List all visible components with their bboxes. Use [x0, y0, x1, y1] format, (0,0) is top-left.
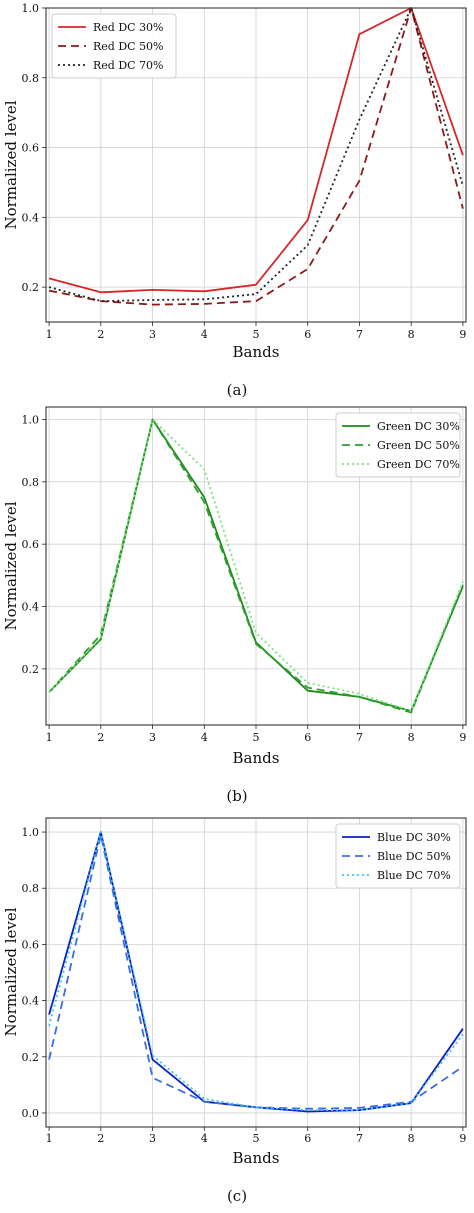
y-tick-label-a: 1.0 — [22, 2, 40, 15]
y-tick-label-a: 0.4 — [22, 211, 40, 224]
y-tick-label-c: 0.6 — [22, 938, 40, 951]
x-tick-label-b: 8 — [408, 731, 415, 744]
caption-a: (a) — [227, 381, 248, 399]
series-line-a-1 — [48, 7, 464, 294]
x-tick-label-c: 4 — [201, 1132, 208, 1145]
legend-label-a-1: Red DC 30% — [93, 21, 164, 34]
x-tick-label-c: 6 — [304, 1132, 311, 1145]
x-tick-label-a: 8 — [408, 328, 415, 341]
x-tick-label-b: 5 — [253, 731, 260, 744]
legend-label-b-3: Green DC 70% — [377, 458, 460, 471]
y-tick-label-c: 0.4 — [22, 995, 40, 1008]
x-tick-label-a: 5 — [253, 328, 260, 341]
y-tick-label-a: 0.8 — [22, 72, 40, 85]
x-tick-label-a: 2 — [97, 328, 104, 341]
caption-b: (b) — [226, 787, 247, 805]
x-ticks-c: 1 2 3 4 5 6 7 8 9 — [46, 1127, 466, 1145]
x-tick-label-c: 3 — [149, 1132, 156, 1145]
chart-panel-b: 1 2 3 4 5 6 7 8 9 0.2 0.4 0.6 0.8 1.0 Bands Normaliz… — [2, 406, 467, 805]
x-tick-label-a: 9 — [459, 328, 466, 341]
y-tick-label-c: 1.0 — [22, 826, 40, 839]
x-axis-label-b: Bands — [233, 749, 280, 767]
chart-panel-c: 1 2 3 4 5 6 7 8 9 0.0 0.2 0.4 0.6 0.8 1.0 Bands Norma… — [2, 817, 467, 1205]
x-tick-label-b: 3 — [149, 731, 156, 744]
series-lines-b — [48, 418, 464, 714]
x-tick-label-b: 6 — [304, 731, 311, 744]
x-tick-label-c: 5 — [253, 1132, 260, 1145]
y-tick-label-b: 0.6 — [22, 538, 40, 551]
grid-b — [46, 407, 466, 725]
y-axis-label-c: Normalized level — [2, 907, 20, 1036]
legend-box-b — [335, 412, 461, 478]
legend-label-a-3: Red DC 70% — [93, 59, 164, 72]
x-ticks-a: 1 2 3 4 5 6 7 8 9 — [46, 322, 466, 341]
legend-label-c-1: Blue DC 30% — [377, 831, 451, 844]
x-tick-label-a: 7 — [356, 328, 363, 341]
series-lines-c — [48, 831, 464, 1113]
series-line-a-3 — [48, 7, 464, 303]
x-tick-label-a: 6 — [304, 328, 311, 341]
legend-box-c — [335, 823, 461, 889]
y-tick-label-c: 0.2 — [22, 1051, 40, 1064]
x-tick-label-b: 9 — [459, 731, 466, 744]
x-tick-label-c: 8 — [408, 1132, 415, 1145]
y-ticks-a: 0.2 0.4 0.6 0.8 1.0 — [22, 2, 46, 294]
y-ticks-c: 0.0 0.2 0.4 0.6 0.8 1.0 — [22, 826, 46, 1120]
x-tick-label-c: 2 — [97, 1132, 104, 1145]
x-ticks-b: 1 2 3 4 5 6 7 8 9 — [46, 725, 466, 744]
legend-label-a-2: Red DC 50% — [93, 40, 164, 53]
x-tick-label-c: 1 — [46, 1132, 53, 1145]
x-tick-label-c: 9 — [459, 1132, 466, 1145]
grid-c — [46, 818, 466, 1127]
y-axis-label-a: Normalized level — [2, 100, 20, 229]
y-axis-label-b: Normalized level — [2, 501, 20, 630]
legend-label-b-1: Green DC 30% — [377, 420, 460, 433]
legend-b: Green DC 30% Green DC 50% Green DC 70% — [335, 412, 461, 478]
legend-label-c-2: Blue DC 50% — [377, 850, 451, 863]
y-tick-label-a: 0.2 — [22, 281, 40, 294]
x-tick-label-c: 7 — [356, 1132, 363, 1145]
y-tick-label-b: 0.8 — [22, 476, 40, 489]
legend-label-b-2: Green DC 50% — [377, 439, 460, 452]
x-tick-label-b: 4 — [201, 731, 208, 744]
y-tick-label-b: 1.0 — [22, 413, 40, 426]
series-line-b-2 — [48, 418, 464, 714]
x-axis-label-a: Bands — [233, 343, 280, 361]
x-tick-label-b: 7 — [356, 731, 363, 744]
y-tick-label-c: 0.0 — [22, 1107, 40, 1120]
legend-a: Red DC 30% Red DC 50% Red DC 70% — [51, 13, 177, 79]
x-tick-label-b: 1 — [46, 731, 53, 744]
x-tick-label-a: 3 — [149, 328, 156, 341]
x-tick-label-a: 4 — [201, 328, 208, 341]
x-axis-label-c: Bands — [233, 1149, 280, 1167]
y-tick-label-b: 0.2 — [22, 663, 40, 676]
caption-c: (c) — [227, 1187, 247, 1205]
y-tick-label-c: 0.8 — [22, 882, 40, 895]
series-line-a-2 — [48, 7, 464, 306]
series-line-c-2 — [48, 834, 464, 1110]
x-tick-label-a: 1 — [46, 328, 53, 341]
x-tick-label-b: 2 — [97, 731, 104, 744]
chart-panel-a: 1 2 3 4 5 6 7 8 9 0.2 0.4 0.6 0.8 1.0 Bands Normaliz… — [2, 2, 467, 399]
legend-c: Blue DC 30% Blue DC 50% Blue DC 70% — [335, 823, 461, 889]
y-tick-label-b: 0.4 — [22, 601, 40, 614]
y-ticks-b: 0.2 0.4 0.6 0.8 1.0 — [22, 413, 46, 676]
legend-box-a — [51, 13, 177, 79]
series-lines-a — [48, 7, 464, 306]
legend-label-c-3: Blue DC 70% — [377, 869, 451, 882]
y-tick-label-a: 0.6 — [22, 142, 40, 155]
